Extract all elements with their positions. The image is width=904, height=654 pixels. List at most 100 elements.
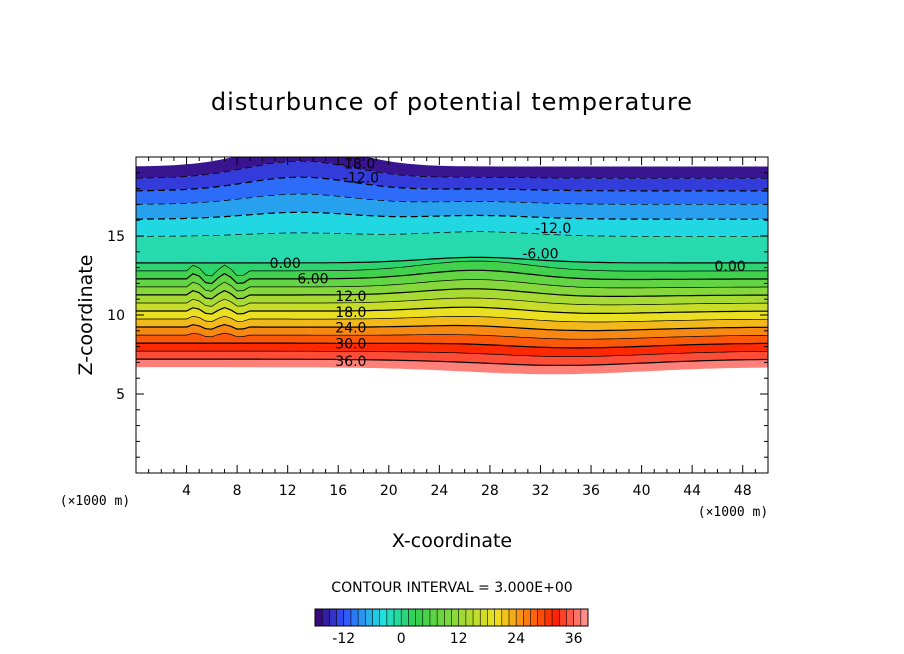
colorbar-cell [415, 609, 424, 626]
y-axis-unit: (×1000 m) [60, 494, 130, 509]
contour-line [136, 350, 768, 357]
colorbar-cell [329, 609, 337, 626]
contour-band [136, 161, 768, 191]
colorbar-tick-label: 36 [565, 631, 583, 647]
x-tick-label: 4 [182, 483, 191, 499]
colorbar-ticks: -12 0 12 24 36 [332, 631, 582, 647]
colorbar-cell [552, 609, 560, 626]
contour-label: 30.0 [335, 336, 366, 352]
colorbar-tick-label: -12 [332, 631, 355, 647]
colorbar-cell [422, 609, 431, 626]
contour-band [136, 324, 768, 340]
colorbar-cell [379, 609, 388, 626]
x-tick-label: 44 [683, 483, 701, 499]
x-axis-unit: (×1000 m) [698, 505, 768, 520]
contour-band [136, 177, 768, 205]
colorbar-tick-label: 12 [450, 631, 468, 647]
contour-line [136, 231, 768, 237]
contour-line [136, 260, 768, 277]
colorbar-cell [516, 609, 524, 626]
x-tick-label: 8 [233, 483, 242, 499]
colorbar-cell [523, 609, 531, 626]
colorbar-cell [480, 609, 488, 626]
contour-line [136, 332, 768, 340]
colorbar-tick-label: 0 [397, 631, 406, 647]
y-axis-ticks: 5 10 15 [107, 172, 768, 458]
contour-line [136, 211, 768, 220]
colorbar-cell [372, 609, 380, 626]
colorbar-cell [350, 609, 359, 626]
y-tick-label: 15 [107, 229, 125, 245]
contour-band [136, 157, 768, 179]
colorbar-cell [508, 609, 517, 626]
colorbar-cell [336, 609, 345, 626]
colorbar-cell [544, 609, 553, 626]
contour-label: -12.0 [343, 171, 379, 187]
contour-label: 24.0 [335, 321, 366, 337]
contour-line [136, 306, 768, 315]
contour-line [136, 342, 768, 349]
contour-band [136, 288, 768, 307]
y-axis-label: Z-coordinate [75, 255, 97, 376]
contour-line [136, 323, 768, 332]
contour-line [136, 279, 768, 292]
x-tick-label: 40 [633, 483, 651, 499]
x-tick-label: 16 [329, 483, 347, 499]
contour-line [136, 288, 768, 300]
x-tick-label: 48 [734, 483, 752, 499]
colorbar-cell [315, 609, 323, 626]
contour-band [136, 194, 768, 220]
filled-contours [136, 157, 768, 375]
colorbar-cell [365, 609, 373, 626]
x-axis-label: X-coordinate [392, 530, 512, 552]
colorbar-cell [501, 609, 510, 626]
colorbar-cell [386, 609, 395, 626]
contour-band [136, 270, 768, 292]
contour-line [136, 315, 768, 323]
contour-band [136, 359, 768, 375]
colorbar-cell [494, 609, 503, 626]
colorbar-cell [451, 609, 459, 626]
colorbar-tick-label: 24 [507, 631, 525, 647]
colorbar-cell [573, 609, 582, 626]
y-tick-label: 5 [116, 387, 125, 403]
colorbar-cell [343, 609, 352, 626]
contour-line [136, 160, 768, 179]
colorbar-cell [394, 609, 402, 626]
colorbar-cell [437, 609, 445, 626]
colorbar-cell [408, 609, 416, 626]
colorbar-cell [530, 609, 539, 626]
colorbar-cell [487, 609, 495, 626]
contour-label: -18.0 [339, 156, 375, 172]
contour-band [136, 212, 768, 237]
contour-line [136, 297, 768, 307]
contour-band [136, 261, 768, 284]
colorbar-cell [473, 609, 481, 626]
contour-line [136, 358, 768, 366]
x-tick-label: 12 [279, 483, 297, 499]
colorbar-cell [429, 609, 438, 626]
contour-label: 0.00 [714, 259, 745, 275]
x-tick-label: 28 [481, 483, 499, 499]
contour-labels: -18.0-12.0-12.0-6.000.000.006.0012.018.0… [270, 156, 746, 370]
x-tick-label: 32 [532, 483, 550, 499]
contour-label: -6.00 [522, 246, 558, 262]
x-tick-label: 20 [380, 483, 398, 499]
colorbar-cell [537, 609, 546, 626]
contour-band [136, 343, 768, 357]
contour-line [136, 256, 768, 264]
colorbar-cell [322, 609, 330, 626]
contour-band [136, 231, 768, 263]
contour-line [136, 269, 768, 285]
contour-interval-text: CONTOUR INTERVAL = 3.000E+00 [331, 580, 572, 596]
colorbar-cell [444, 609, 452, 626]
colorbar-cell [559, 609, 567, 626]
chart-title: disturbunce of potential temperature [211, 88, 693, 116]
x-tick-label: 36 [582, 483, 600, 499]
colorbar-cell [458, 609, 467, 626]
contour-label: 12.0 [335, 289, 366, 305]
contour-label: 0.00 [270, 256, 301, 272]
contour-line [136, 176, 768, 192]
x-tick-label: 24 [430, 483, 448, 499]
